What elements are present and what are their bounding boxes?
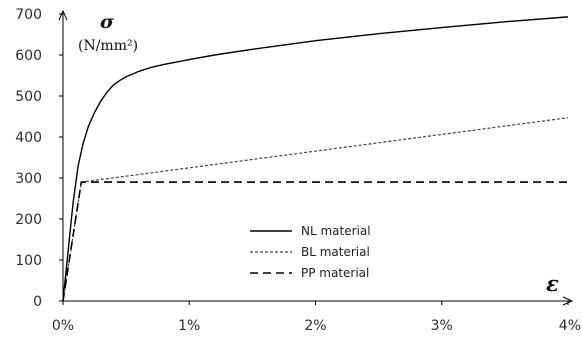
- x-axis-symbol: ε: [546, 271, 559, 296]
- x-tick-label: 4%: [559, 318, 581, 334]
- y-tick-label: 300: [15, 171, 42, 187]
- y-tick-label: 400: [15, 130, 42, 146]
- x-tick-label: 0%: [52, 318, 74, 334]
- axes: [58, 9, 574, 306]
- y-tick-label: 700: [15, 7, 42, 23]
- x-tick-label: 2%: [304, 318, 326, 334]
- y-tick-label: 600: [15, 48, 42, 64]
- x-tick-label: 1%: [178, 318, 200, 334]
- y-axis-symbol: σ: [100, 11, 115, 33]
- series-line-pp: [62, 181, 568, 302]
- y-axis-unit: (N/mm²): [78, 38, 138, 54]
- legend-label-bl: BL material: [301, 245, 370, 259]
- x-tick-label: 3%: [431, 318, 453, 334]
- y-tick-label: 500: [15, 89, 42, 105]
- y-axis-ticks: 0 100 200 300 400 500 600 700: [15, 7, 63, 310]
- data-series: [62, 16, 569, 302]
- x-axis-ticks: 0% 1% 2% 3% 4%: [52, 301, 581, 334]
- y-tick-label: 100: [15, 253, 42, 269]
- series-line-nl: [62, 16, 569, 302]
- legend-label-nl: NL material: [301, 224, 371, 238]
- legend: NL material BL material PP material: [250, 224, 371, 280]
- y-tick-label: 200: [15, 212, 42, 228]
- x-axis-arrowhead: [562, 296, 574, 306]
- y-axis-arrowhead: [58, 9, 68, 21]
- legend-label-pp: PP material: [301, 266, 369, 280]
- y-tick-label: 0: [33, 294, 42, 310]
